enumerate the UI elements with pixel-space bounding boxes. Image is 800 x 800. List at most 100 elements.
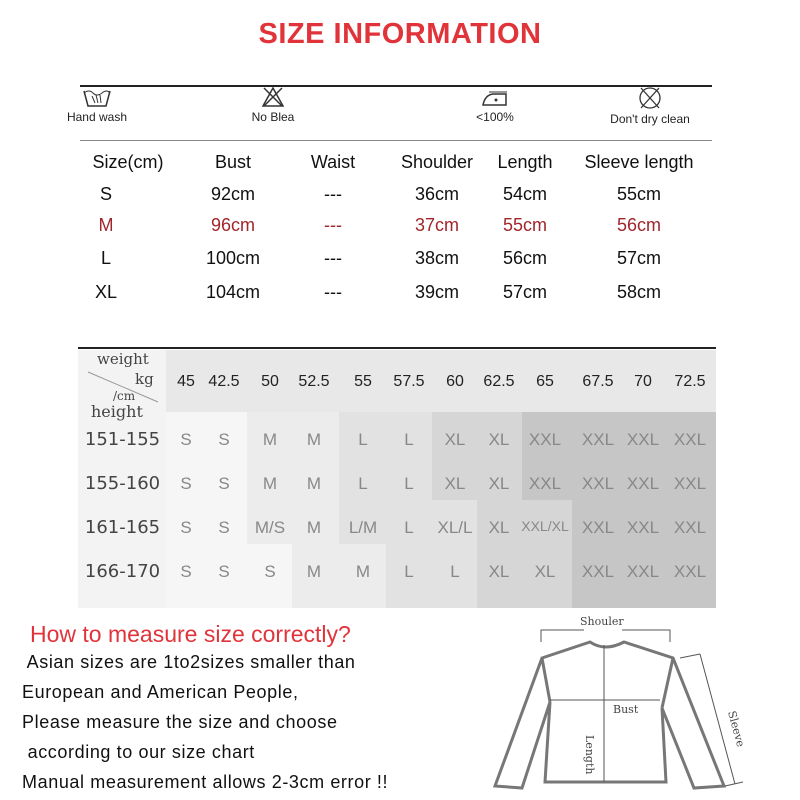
size-cell: XL/L [437, 518, 473, 537]
size-value: 39cm [414, 282, 459, 302]
size-label: XL [94, 282, 118, 302]
chart-cell-bg [571, 500, 621, 544]
corner-kg: kg [135, 370, 154, 388]
corner-weight: weight [97, 350, 149, 368]
height-label: 155-160 [84, 473, 161, 494]
chart-cell-bg [292, 456, 339, 500]
chart-cell-bg [338, 544, 386, 608]
chart-cell-bg [247, 500, 292, 544]
size-cell: XXL [626, 562, 660, 581]
chart-cell-bg [166, 456, 205, 500]
size-cell: XXL [528, 430, 562, 449]
chart-cell-bg [386, 544, 432, 608]
size-cell: S [218, 474, 230, 493]
size-cell: XXL [581, 562, 615, 581]
chart-cell-bg [666, 456, 716, 500]
chart-cell-bg [338, 456, 386, 500]
care-hand-wash: Hand wash [37, 86, 157, 124]
size-cell: L [404, 518, 414, 537]
chart-cell-bg [432, 456, 477, 500]
chart-cell-bg [386, 412, 432, 456]
size-cell: XXL [673, 562, 707, 581]
size-value: 92cm [210, 184, 255, 204]
size-value: 37cm [414, 215, 459, 235]
chart-cell-bg [432, 544, 477, 608]
chart-cell-bg [247, 456, 292, 500]
size-cell: L [404, 562, 414, 581]
chart-cell-bg [666, 500, 716, 544]
measure-text-line: Manual measurement allows 2-3cm error !! [22, 772, 389, 792]
chart-cell-bg [522, 500, 572, 544]
size-cell: XXL [673, 518, 707, 537]
corner-diagonal [87, 371, 159, 403]
weight-header: 70 [634, 373, 652, 390]
size-value: 55cm [616, 184, 661, 204]
chart-cell-bg [477, 544, 522, 608]
size-value: 57cm [616, 248, 661, 268]
hand-wash-icon [83, 90, 111, 107]
chart-cell-bg [571, 456, 621, 500]
chart-cell-bg [620, 456, 667, 500]
size-label: M [98, 215, 114, 235]
size-value: 56cm [502, 248, 547, 268]
care-label: No Blea [251, 110, 295, 124]
care-iron: <100% [435, 86, 555, 124]
size-cell: XXL [626, 430, 660, 449]
chart-cell-bg [571, 412, 621, 456]
size-table-header: Sleeve length [584, 152, 694, 172]
size-cell: XXL [626, 518, 660, 537]
page-title: SIZE INFORMATION [258, 18, 542, 50]
size-table-header: Size(cm) [92, 152, 164, 172]
size-cell: XXL [626, 474, 660, 493]
header-band [166, 350, 716, 412]
diagram-shoulder-label: Shouler [580, 615, 624, 628]
size-table-header: Waist [310, 152, 356, 172]
size-cell: S [180, 518, 192, 537]
size-cell: M [306, 562, 322, 581]
size-value: 55cm [502, 215, 547, 235]
size-value: 100cm [205, 248, 261, 268]
divider [80, 140, 712, 141]
weight-header: 65 [536, 373, 554, 390]
divider [78, 347, 716, 349]
size-cell: L [358, 430, 368, 449]
chart-cell-bg [292, 500, 339, 544]
care-label: <100% [476, 110, 514, 124]
chart-cell-bg [620, 544, 667, 608]
weight-header: 60 [446, 373, 464, 390]
chart-cell-bg [477, 456, 522, 500]
chart-cell-bg [338, 412, 386, 456]
size-cell: XL [488, 518, 510, 537]
weight-header: 67.5 [582, 373, 614, 390]
chart-cell-bg [205, 500, 247, 544]
size-cell: S [180, 562, 192, 581]
size-value: --- [324, 184, 342, 204]
chart-cell-bg [386, 456, 432, 500]
size-cell: M [306, 430, 322, 449]
diagram-sleeve-label: Sleeve [725, 709, 747, 748]
chart-cell-bg [522, 412, 572, 456]
size-value: 58cm [616, 282, 661, 302]
size-table-header: Length [497, 152, 553, 172]
size-cell: L [404, 430, 414, 449]
size-cell: XL [444, 474, 466, 493]
size-cell: XXL [581, 518, 615, 537]
chart-cell-bg [432, 500, 477, 544]
care-label: Hand wash [66, 110, 128, 124]
size-cell: S [180, 430, 192, 449]
chart-cell-bg [666, 544, 716, 608]
measure-text-line: Asian sizes are 1to2sizes smaller than [22, 652, 356, 672]
size-value: 54cm [502, 184, 547, 204]
chart-cell-bg [205, 544, 247, 608]
size-label: S [99, 184, 112, 204]
chart-cell-bg [620, 500, 667, 544]
measure-text-line: Please measure the size and choose [22, 712, 338, 732]
measure-heading: How to measure size correctly? [30, 621, 351, 647]
size-cell: S [264, 562, 276, 581]
care-no-bleach: No Blea [213, 86, 333, 124]
weight-header: 57.5 [393, 373, 425, 390]
diagram-bust-label: Bust [613, 703, 639, 716]
height-label: 166-170 [84, 561, 161, 582]
size-cell: XXL [581, 430, 615, 449]
